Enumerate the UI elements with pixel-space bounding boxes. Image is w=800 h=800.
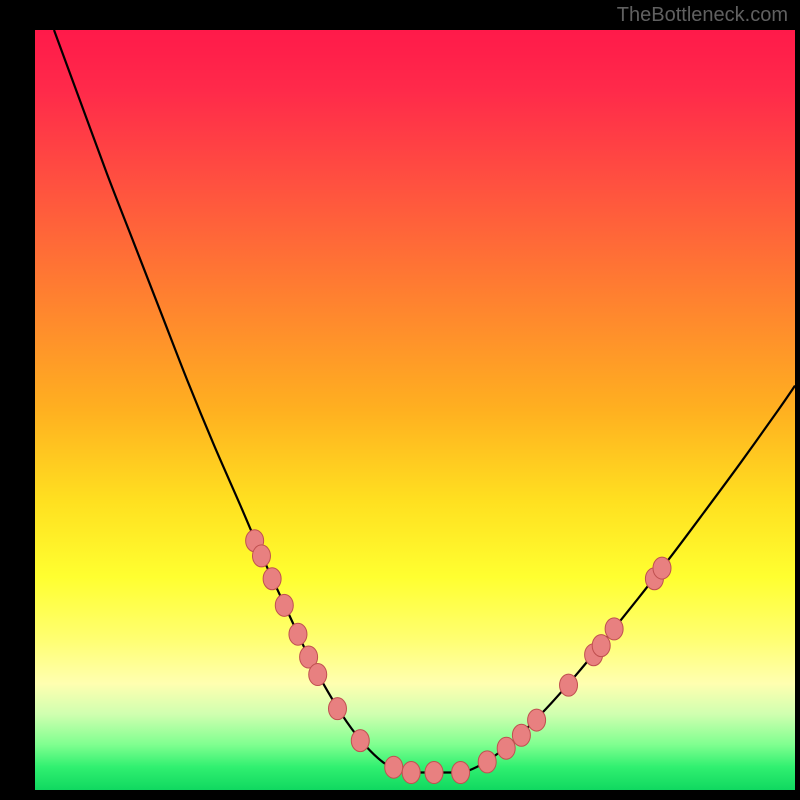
data-marker — [478, 751, 496, 773]
plot-area — [35, 30, 795, 790]
data-marker — [263, 568, 281, 590]
data-marker — [309, 663, 327, 685]
data-marker — [275, 594, 293, 616]
data-marker — [289, 623, 307, 645]
data-marker — [497, 737, 515, 759]
data-marker — [385, 756, 403, 778]
data-marker — [351, 730, 369, 752]
curve-overlay — [35, 30, 795, 790]
data-marker — [425, 762, 443, 784]
watermark-text: TheBottleneck.com — [617, 4, 788, 27]
data-marker — [512, 724, 530, 746]
data-marker — [560, 674, 578, 696]
right-curve — [464, 386, 795, 773]
data-marker — [252, 545, 270, 567]
data-marker — [653, 557, 671, 579]
data-marker — [328, 698, 346, 720]
data-marker — [592, 635, 610, 657]
data-marker — [402, 762, 420, 784]
left-curve — [54, 30, 404, 773]
data-marker — [528, 709, 546, 731]
data-marker — [452, 762, 470, 784]
data-marker — [605, 618, 623, 640]
marker-group — [246, 530, 671, 784]
